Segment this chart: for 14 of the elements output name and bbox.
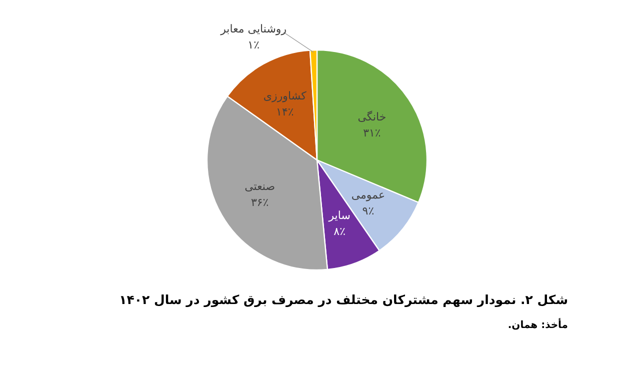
data-label: ۸٪ (334, 225, 346, 238)
data-label: ۹٪ (362, 204, 374, 218)
data-label: ۳۱٪ (363, 126, 381, 140)
slice-label: صنعتی (244, 180, 276, 193)
text: شکل ۲. نمودار سهم مشترکان مختلف در مصرف برق کشور در سال ۱۴۰۲ (119, 292, 568, 308)
data-label: ۳۶٪ (250, 196, 269, 209)
slice-label: عمومی (351, 188, 386, 202)
slice-label: کشاورزی (263, 89, 308, 102)
data-label: ۱٪ (248, 38, 260, 52)
slice-label: روشنایی معابر (220, 22, 287, 36)
data-label: ۱۴٪ (276, 105, 294, 118)
slice-label: خانگی (358, 110, 386, 124)
text: مأخذ: همان. (508, 318, 568, 331)
slice-label: سایر (328, 209, 350, 222)
